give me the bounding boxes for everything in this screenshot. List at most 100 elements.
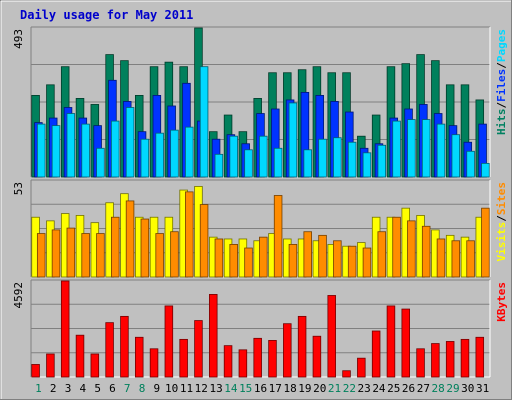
bar bbox=[466, 240, 475, 278]
legend-entry: / bbox=[495, 62, 508, 69]
bar bbox=[244, 247, 253, 278]
bar bbox=[386, 305, 396, 378]
bar bbox=[125, 200, 135, 278]
legend-entry: / bbox=[495, 102, 508, 109]
bar bbox=[268, 340, 277, 378]
bar bbox=[421, 225, 431, 278]
legend-entry: Sites bbox=[495, 182, 508, 215]
series-kbytes bbox=[31, 280, 485, 378]
bar bbox=[81, 233, 90, 278]
legend-entry: Pages bbox=[495, 29, 508, 62]
bar bbox=[421, 119, 431, 178]
bar bbox=[392, 216, 401, 278]
bar bbox=[194, 320, 203, 378]
bar bbox=[199, 66, 209, 178]
x-tick-label: 26 bbox=[402, 382, 415, 395]
legend-entry: KBytes bbox=[495, 282, 508, 322]
axis-max-label: 53 bbox=[12, 182, 25, 195]
bar bbox=[155, 233, 164, 278]
bar bbox=[185, 126, 194, 178]
x-tick-label: 24 bbox=[372, 382, 386, 395]
series-pages bbox=[36, 66, 490, 178]
x-tick-label: 4 bbox=[80, 382, 87, 395]
bar bbox=[431, 343, 440, 378]
legend-entry: / bbox=[495, 215, 508, 222]
bar bbox=[303, 231, 312, 278]
bar bbox=[31, 364, 40, 378]
bar bbox=[214, 153, 224, 178]
bar bbox=[36, 123, 46, 178]
bar bbox=[466, 150, 475, 178]
bar bbox=[140, 218, 150, 278]
x-tick-label: 23 bbox=[358, 382, 371, 395]
bar bbox=[238, 349, 248, 378]
legend-entry: Visits bbox=[495, 222, 508, 262]
axis-legend-label: Visits/Sites bbox=[495, 182, 508, 262]
bar bbox=[111, 216, 120, 278]
bar bbox=[46, 353, 55, 378]
panel-bottom: 4592 KBytes bbox=[12, 279, 508, 378]
x-tick-label: 17 bbox=[269, 382, 282, 395]
series-visits bbox=[31, 186, 485, 278]
bar bbox=[244, 149, 253, 178]
bar bbox=[481, 207, 490, 278]
bar bbox=[179, 338, 188, 378]
bar bbox=[259, 135, 268, 178]
bar bbox=[96, 233, 105, 278]
bar bbox=[436, 238, 446, 278]
bar bbox=[51, 125, 61, 178]
bar bbox=[377, 144, 387, 178]
bar bbox=[170, 231, 179, 278]
bar bbox=[347, 245, 357, 278]
bar bbox=[209, 294, 218, 378]
x-tick-label: 9 bbox=[154, 382, 161, 395]
x-tick-label: 28 bbox=[432, 382, 445, 395]
bar bbox=[36, 233, 46, 278]
bar bbox=[333, 137, 342, 178]
bar bbox=[362, 247, 372, 278]
bar bbox=[401, 308, 410, 378]
bar bbox=[318, 138, 327, 178]
bar bbox=[66, 113, 76, 178]
bar bbox=[214, 238, 224, 278]
bar bbox=[407, 220, 416, 278]
x-tick-label: 13 bbox=[209, 382, 222, 395]
x-tick-label: 7 bbox=[124, 382, 131, 395]
x-tick-label: 2 bbox=[50, 382, 57, 395]
bar bbox=[451, 240, 461, 278]
legend-entry: Files bbox=[495, 69, 508, 102]
axis-max-label: 4592 bbox=[12, 282, 25, 309]
bar bbox=[134, 336, 144, 378]
bar bbox=[111, 120, 120, 178]
bar bbox=[288, 102, 298, 178]
bar bbox=[312, 335, 322, 378]
bar bbox=[229, 243, 238, 278]
bar bbox=[90, 353, 100, 378]
bar bbox=[342, 370, 351, 378]
bar bbox=[327, 295, 336, 378]
bar bbox=[51, 229, 61, 278]
bar bbox=[253, 337, 262, 378]
bar bbox=[149, 348, 159, 378]
bar bbox=[120, 315, 129, 378]
bar bbox=[140, 138, 150, 178]
x-tick-label: 16 bbox=[254, 382, 267, 395]
x-tick-label: 31 bbox=[476, 382, 489, 395]
bar bbox=[288, 243, 298, 278]
x-tick-label: 21 bbox=[328, 382, 341, 395]
x-tick-label: 14 bbox=[224, 382, 238, 395]
x-tick-label: 5 bbox=[94, 382, 101, 395]
bar bbox=[125, 107, 135, 178]
x-tick-label: 22 bbox=[343, 382, 356, 395]
bar bbox=[436, 123, 446, 178]
bar bbox=[60, 280, 70, 378]
bar bbox=[445, 341, 455, 378]
bar bbox=[475, 336, 485, 378]
x-tick-label: 3 bbox=[65, 382, 72, 395]
x-tick-label: 18 bbox=[283, 382, 296, 395]
axis-legend-label: KBytes bbox=[495, 282, 508, 322]
x-tick-label: 19 bbox=[298, 382, 311, 395]
bar bbox=[199, 204, 209, 278]
